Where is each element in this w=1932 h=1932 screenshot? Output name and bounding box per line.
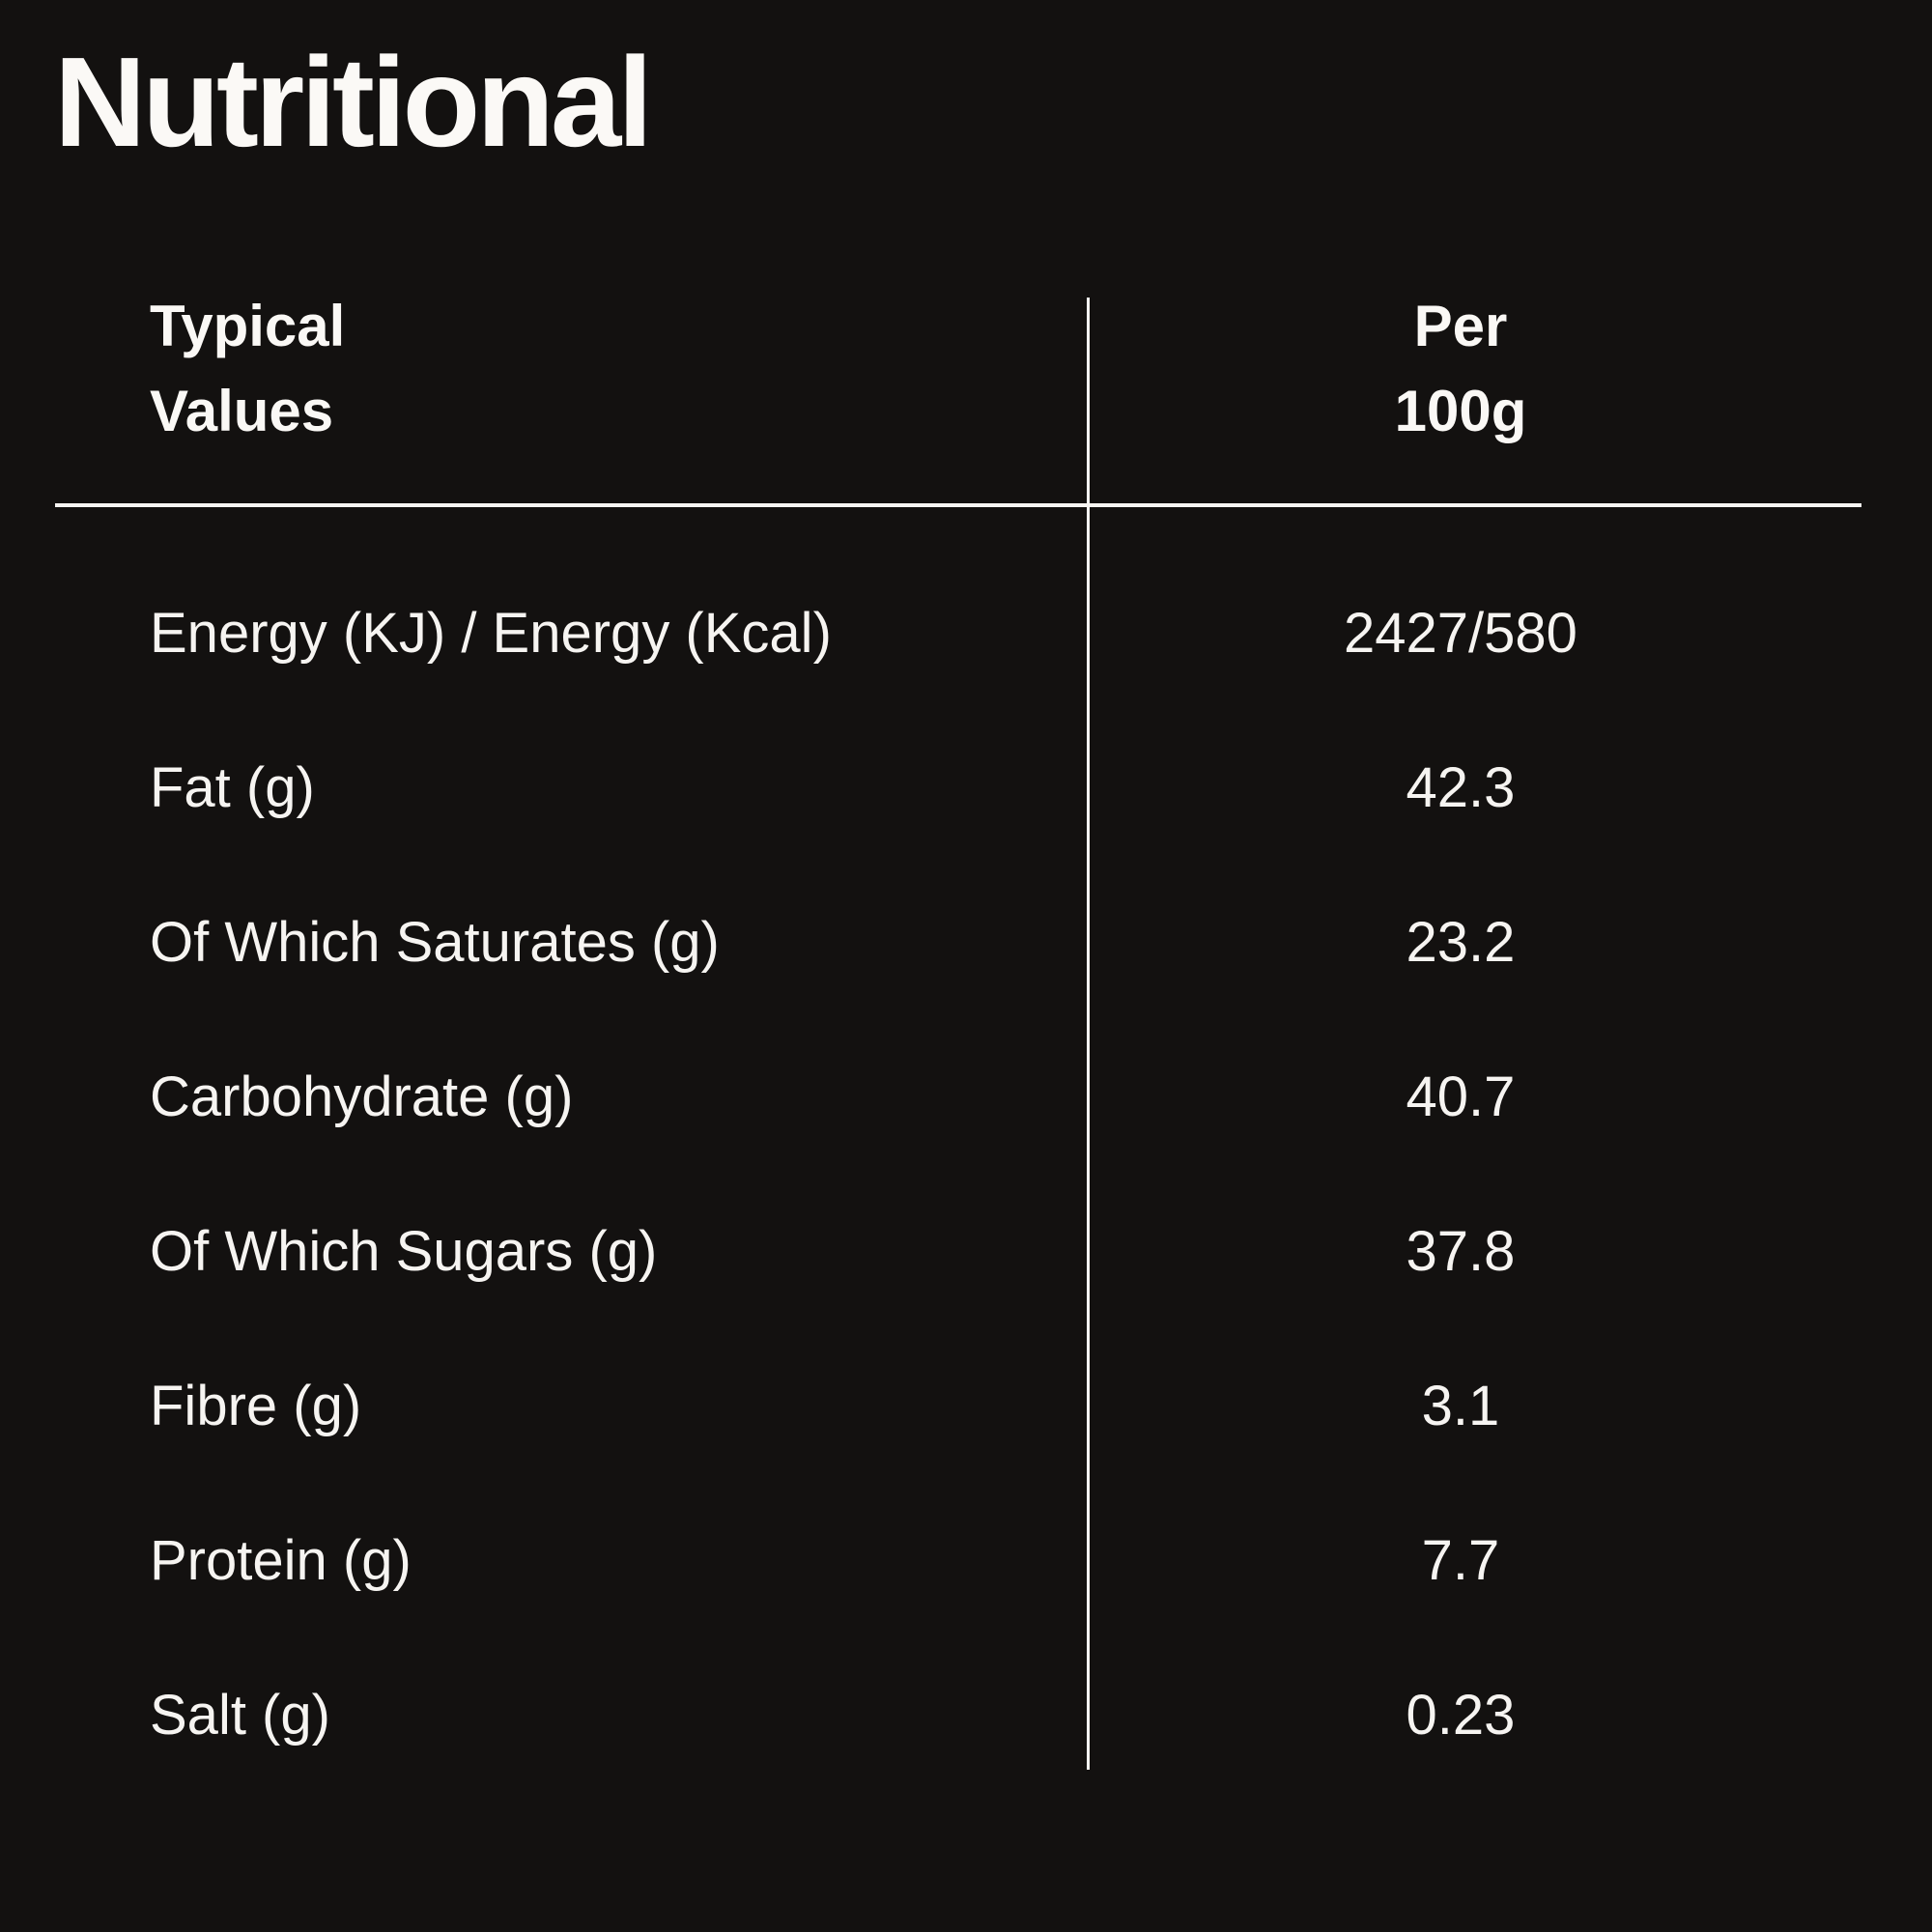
header-values-line: Values [150, 379, 334, 443]
table-header: Typical Values Per 100g [0, 284, 1932, 454]
header-per-line: Per [1413, 294, 1508, 358]
row-label: Salt (g) [150, 1683, 330, 1747]
row-label: Fat (g) [150, 755, 315, 819]
row-label: Protein (g) [150, 1528, 412, 1592]
column-divider-line [1087, 298, 1090, 1770]
row-label: Carbohydrate (g) [150, 1065, 574, 1128]
page-title: Nutritional [54, 31, 653, 173]
row-value: 23.2 [1406, 910, 1516, 974]
header-100g-line: 100g [1394, 379, 1527, 443]
row-value: 3.1 [1421, 1374, 1500, 1437]
table-body: Energy (KJ) / Energy (Kcal) 2427/580 Fat… [0, 555, 1932, 1792]
row-value: 42.3 [1406, 755, 1516, 819]
row-label: Energy (KJ) / Energy (Kcal) [150, 601, 832, 665]
table-row-fat: Fat (g) 42.3 [0, 710, 1932, 865]
header-divider-line [55, 503, 1861, 507]
table-row-salt: Salt (g) 0.23 [0, 1637, 1932, 1792]
row-value: 2427/580 [1344, 601, 1577, 665]
column-header-per-100g: Per 100g [1089, 284, 1833, 454]
row-value: 0.23 [1406, 1683, 1516, 1747]
row-label: Fibre (g) [150, 1374, 362, 1437]
table-row-protein: Protein (g) 7.7 [0, 1483, 1932, 1637]
table-row-sugars: Of Which Sugars (g) 37.8 [0, 1174, 1932, 1328]
table-row-saturates: Of Which Saturates (g) 23.2 [0, 865, 1932, 1019]
header-typical-line: Typical [150, 294, 346, 358]
row-label: Of Which Saturates (g) [150, 910, 720, 974]
row-value: 7.7 [1421, 1528, 1500, 1592]
row-value: 40.7 [1406, 1065, 1516, 1128]
row-label: Of Which Sugars (g) [150, 1219, 658, 1283]
table-row-energy: Energy (KJ) / Energy (Kcal) 2427/580 [0, 555, 1932, 710]
table-row-fibre: Fibre (g) 3.1 [0, 1328, 1932, 1483]
table-row-carbohydrate: Carbohydrate (g) 40.7 [0, 1019, 1932, 1174]
row-value: 37.8 [1406, 1219, 1516, 1283]
column-header-typical-values: Typical Values [0, 284, 1089, 454]
